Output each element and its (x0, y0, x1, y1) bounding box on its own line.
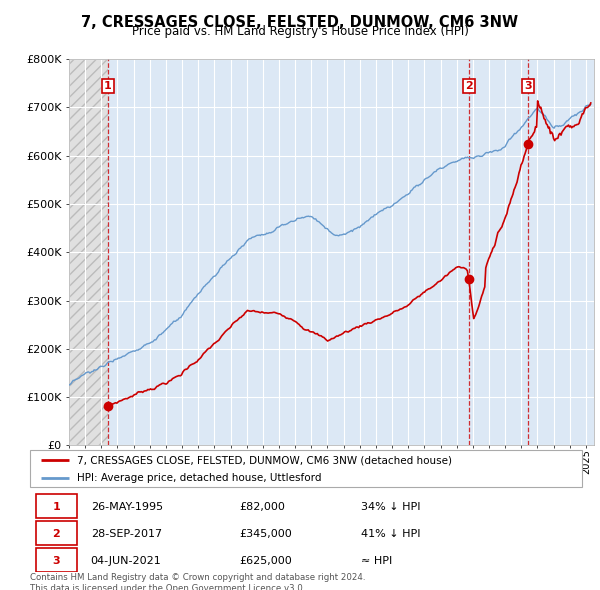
Bar (69, 59, 108, 445)
Text: 7, CRESSAGES CLOSE, FELSTED, DUNMOW, CM6 3NW (detached house): 7, CRESSAGES CLOSE, FELSTED, DUNMOW, CM6… (77, 455, 452, 466)
Text: 3: 3 (524, 81, 532, 91)
Text: 26-MAY-1995: 26-MAY-1995 (91, 502, 163, 512)
Text: 1: 1 (104, 81, 112, 91)
Text: £345,000: £345,000 (240, 529, 293, 539)
Text: £625,000: £625,000 (240, 556, 293, 566)
Text: 3: 3 (52, 556, 60, 566)
Text: 41% ↓ HPI: 41% ↓ HPI (361, 529, 421, 539)
Text: 7, CRESSAGES CLOSE, FELSTED, DUNMOW, CM6 3NW: 7, CRESSAGES CLOSE, FELSTED, DUNMOW, CM6… (82, 15, 518, 30)
Text: 04-JUN-2021: 04-JUN-2021 (91, 556, 161, 566)
Text: 2: 2 (465, 81, 473, 91)
Text: Contains HM Land Registry data © Crown copyright and database right 2024.
This d: Contains HM Land Registry data © Crown c… (30, 573, 365, 590)
FancyBboxPatch shape (35, 549, 77, 572)
Text: 2: 2 (52, 529, 60, 539)
Text: 1: 1 (52, 502, 60, 512)
FancyBboxPatch shape (35, 522, 77, 545)
Text: Price paid vs. HM Land Registry's House Price Index (HPI): Price paid vs. HM Land Registry's House … (131, 25, 469, 38)
Text: 28-SEP-2017: 28-SEP-2017 (91, 529, 162, 539)
Text: HPI: Average price, detached house, Uttlesford: HPI: Average price, detached house, Uttl… (77, 473, 322, 483)
FancyBboxPatch shape (35, 494, 77, 518)
Text: £82,000: £82,000 (240, 502, 286, 512)
FancyBboxPatch shape (30, 450, 582, 487)
Text: 34% ↓ HPI: 34% ↓ HPI (361, 502, 421, 512)
Text: ≈ HPI: ≈ HPI (361, 556, 392, 566)
